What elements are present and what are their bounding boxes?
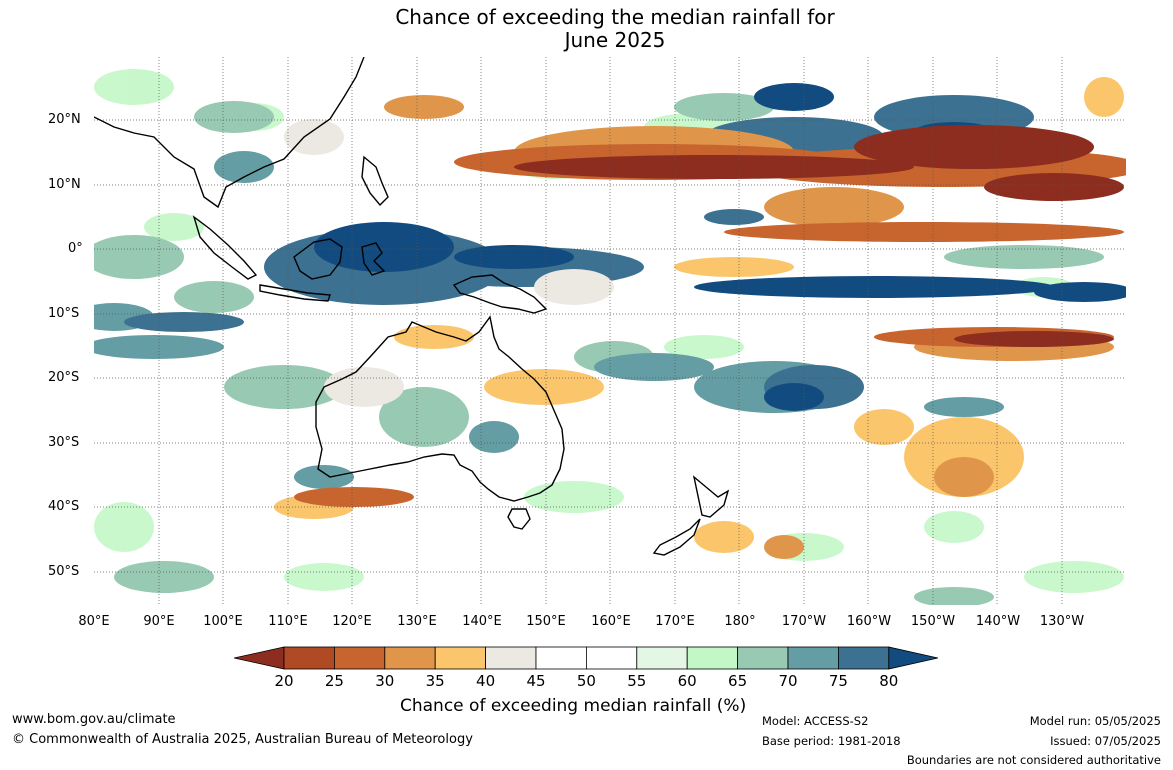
colorbar-tick-label: 70 (778, 672, 798, 690)
sulawesi-coastline (361, 242, 386, 276)
colorbar-tick-label: 75 (828, 672, 848, 690)
colorbar-segment (535, 646, 587, 670)
lon-label: 100°E (203, 614, 243, 629)
lon-label: 120°E (332, 614, 372, 629)
lat-label-10s: 10°S (48, 306, 80, 321)
map-title-line2: June 2025 (564, 28, 666, 52)
copyright-text: © Commonwealth of Australia 2025, Austra… (12, 732, 473, 747)
lat-label-equator: 0° (68, 241, 83, 256)
new-guinea-coastline (452, 274, 548, 314)
mainland-asia-coastline (94, 57, 365, 209)
java-coastline (259, 284, 331, 302)
lon-label: 110°E (268, 614, 308, 629)
colorbar-segment-above-80 (888, 646, 938, 670)
new-zealand-north-coastline (692, 475, 730, 518)
graticule (94, 57, 1126, 605)
borneo-coastline (293, 238, 343, 280)
colorbar-tick-label: 35 (425, 672, 445, 690)
lon-label: 90°E (143, 614, 175, 629)
colorbar-tick-label: 65 (728, 672, 748, 690)
colorbar-legend (234, 646, 938, 670)
lon-label: 180° (724, 614, 756, 629)
disclaimer-text: Boundaries are not considered authoritat… (906, 753, 1161, 767)
lon-label: 140°W (975, 614, 1021, 629)
tasmania-coastline (507, 508, 531, 530)
colorbar-segment (636, 646, 688, 670)
colorbar-segment (434, 646, 486, 670)
sumatra-coastline (192, 215, 258, 280)
colorbar-title: Chance of exceeding median rainfall (%) (400, 696, 747, 716)
colorbar-tick-label: 50 (576, 672, 596, 690)
colorbar-segment-below-20 (234, 646, 285, 670)
lon-label: 130°W (1039, 614, 1085, 629)
model-text: Model: ACCESS-S2 (762, 714, 869, 728)
colorbar-segment (838, 646, 890, 670)
lat-label-30s: 30°S (48, 435, 80, 450)
lat-label-10n: 10°N (48, 177, 81, 192)
rainfall-probability-map (94, 57, 1126, 605)
map-title-line1: Chance of exceeding the median rainfall … (395, 5, 835, 29)
philippines-coastline (361, 155, 389, 207)
colorbar-segment (485, 646, 537, 670)
lon-label: 160°E (591, 614, 631, 629)
colorbar-segment (737, 646, 789, 670)
lon-label: 80°E (78, 614, 110, 629)
model-run-text: Model run: 05/05/2025 (1029, 714, 1161, 728)
coastlines (94, 57, 730, 556)
colorbar-tick-label: 80 (879, 672, 899, 690)
lat-label-20n: 20°N (48, 112, 81, 127)
colorbar-segment (686, 646, 739, 670)
colorbar-tick-label: 30 (375, 672, 395, 690)
lon-label: 150°W (910, 614, 956, 629)
lon-label: 150°E (526, 614, 566, 629)
website-text: www.bom.gov.au/climate (12, 712, 176, 727)
lon-label: 130°E (397, 614, 437, 629)
lon-label: 160°W (846, 614, 892, 629)
colorbar-tick-label: 60 (677, 672, 697, 690)
colorbar-tick-label: 20 (274, 672, 294, 690)
colorbar-segment (787, 646, 839, 670)
lon-label: 140°E (462, 614, 502, 629)
lat-label-40s: 40°S (48, 499, 80, 514)
lon-label: 170°W (781, 614, 827, 629)
lat-label-50s: 50°S (48, 564, 80, 579)
colorbar-tick-label: 40 (476, 672, 496, 690)
probability-shading (94, 69, 1126, 605)
colorbar-tick-label: 45 (526, 672, 546, 690)
colorbar-segment (283, 646, 335, 670)
colorbar-segment (384, 646, 436, 670)
colorbar-segment (334, 646, 386, 670)
australia-coastline (315, 315, 565, 502)
colorbar-segment (585, 646, 638, 670)
base-period-text: Base period: 1981-2018 (762, 734, 901, 748)
new-zealand-south-coastline (652, 518, 701, 556)
lat-label-20s: 20°S (48, 370, 80, 385)
colorbar-tick-label: 55 (627, 672, 647, 690)
colorbar-tick-label: 25 (324, 672, 344, 690)
issued-text: Issued: 07/05/2025 (1050, 734, 1161, 748)
lon-label: 170°E (655, 614, 695, 629)
